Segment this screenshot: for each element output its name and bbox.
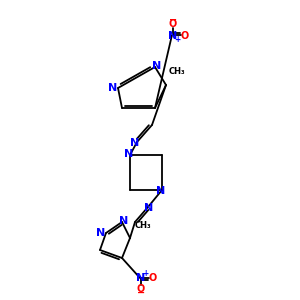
Text: +: + xyxy=(174,34,180,43)
Text: N: N xyxy=(144,203,154,213)
Text: O: O xyxy=(149,273,157,283)
Text: O: O xyxy=(137,284,145,294)
Text: O: O xyxy=(181,31,189,41)
Text: N: N xyxy=(124,149,134,159)
Text: N: N xyxy=(156,186,166,196)
Text: −: − xyxy=(137,288,145,298)
Text: CH₃: CH₃ xyxy=(135,221,151,230)
Text: N: N xyxy=(152,61,162,71)
Text: −: − xyxy=(169,15,177,25)
Text: N: N xyxy=(136,273,146,283)
Text: N: N xyxy=(96,228,106,238)
Text: +: + xyxy=(142,269,148,278)
Text: O: O xyxy=(169,19,177,29)
Text: CH₃: CH₃ xyxy=(169,67,185,76)
Text: N: N xyxy=(130,138,140,148)
Text: N: N xyxy=(108,83,118,93)
Text: N: N xyxy=(168,31,178,41)
Text: N: N xyxy=(119,216,129,226)
